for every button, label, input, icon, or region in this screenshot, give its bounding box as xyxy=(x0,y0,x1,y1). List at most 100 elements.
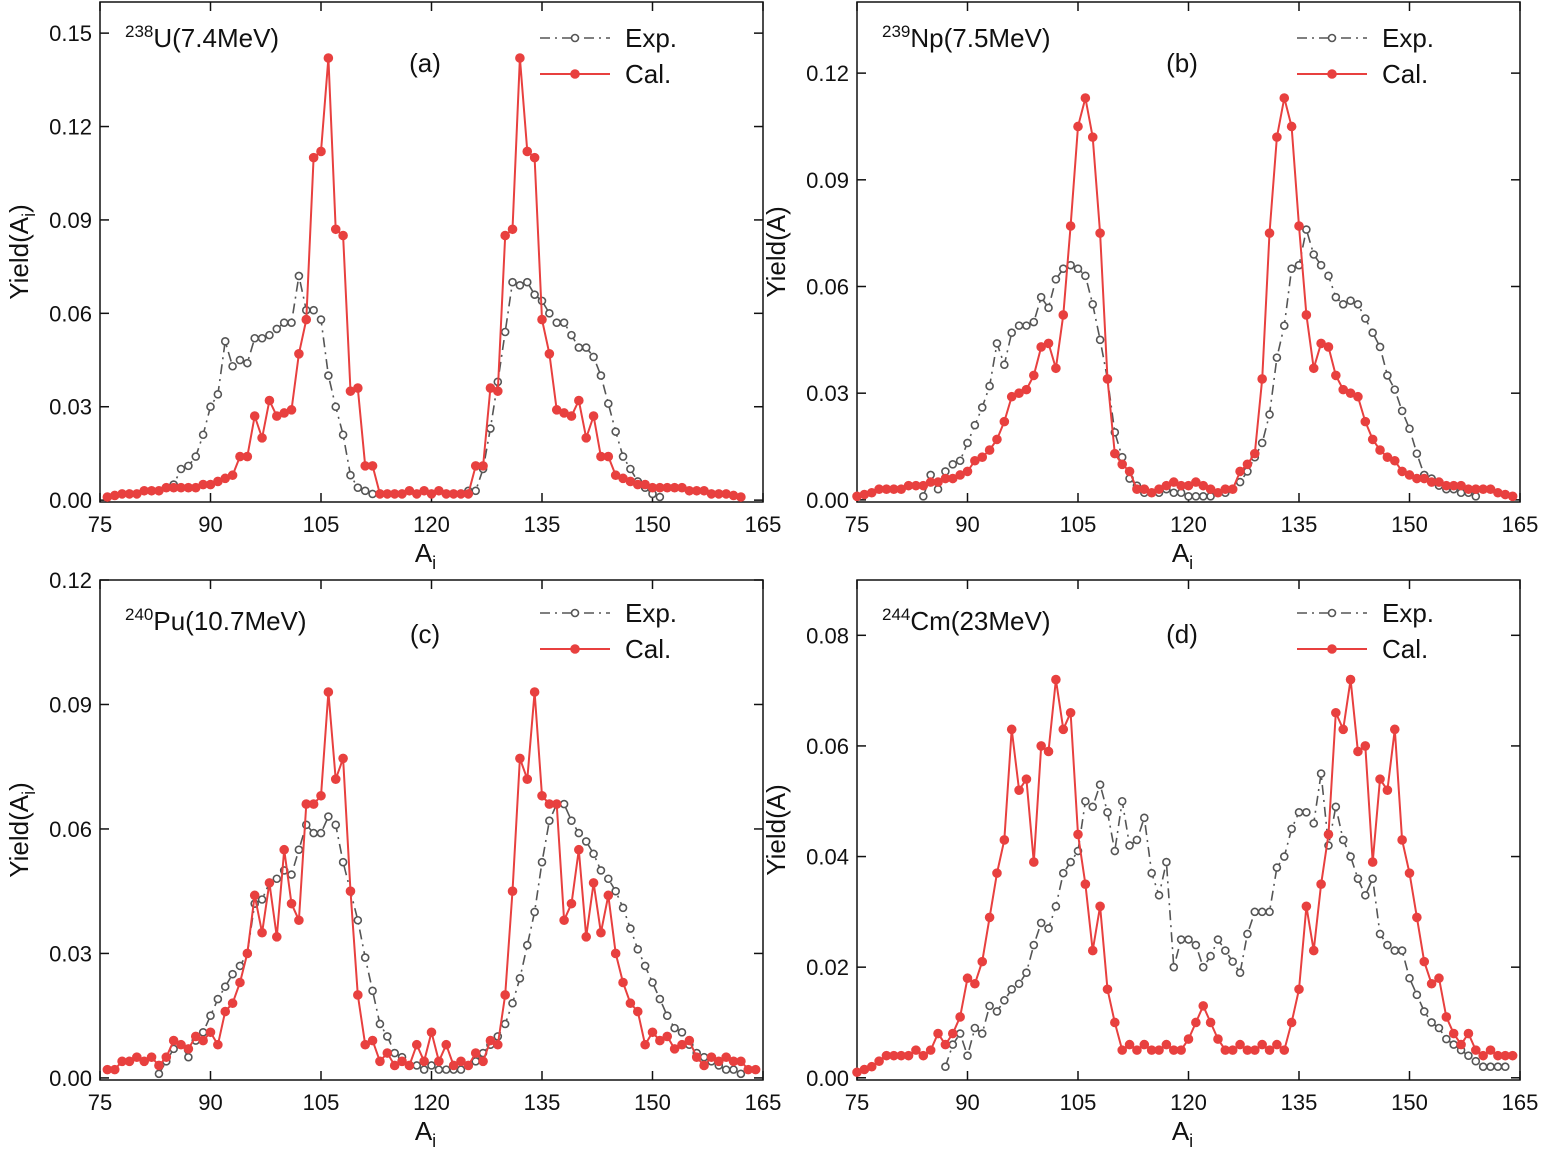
data-point xyxy=(918,480,929,491)
x-tick-label: 165 xyxy=(1502,1090,1539,1115)
data-point xyxy=(596,371,606,380)
data-point xyxy=(992,1007,1002,1016)
data-point xyxy=(367,461,378,471)
data-point xyxy=(227,998,238,1009)
data-point xyxy=(1316,879,1326,890)
data-point xyxy=(441,1039,452,1050)
y-tick-label: 0.06 xyxy=(49,817,92,842)
data-point xyxy=(1272,1039,1282,1050)
data-point xyxy=(1331,370,1341,381)
data-point xyxy=(257,927,267,938)
data-point xyxy=(1065,221,1076,231)
data-point xyxy=(537,857,547,867)
data-point xyxy=(977,956,988,967)
panel: 75 90 105 120 135 150 165 0.00 0.02 0.04 0.06 0.08 A… xyxy=(761,579,1539,1151)
data-point xyxy=(1243,929,1252,939)
data-point xyxy=(1117,796,1127,806)
data-point xyxy=(249,890,260,901)
y-tick-label: 0.06 xyxy=(806,274,849,299)
data-point xyxy=(257,433,267,443)
data-point xyxy=(492,386,503,396)
data-point xyxy=(478,1056,488,1067)
y-tick-label: 0.00 xyxy=(806,1066,849,1091)
data-point xyxy=(962,466,973,477)
data-point xyxy=(338,753,348,764)
legend-label: Exp. xyxy=(1382,598,1434,628)
data-point xyxy=(243,358,252,368)
data-point xyxy=(360,486,370,496)
data-point xyxy=(1007,328,1017,338)
data-point xyxy=(1095,228,1105,238)
y-axis-label-main: Yield(A) xyxy=(761,784,791,876)
data-point xyxy=(1265,907,1274,917)
data-point xyxy=(1419,473,1430,484)
data-point xyxy=(1463,1028,1474,1039)
y-tick-label: 0.00 xyxy=(49,1066,92,1091)
data-point xyxy=(1043,746,1054,757)
data-point xyxy=(1036,292,1046,302)
data-point xyxy=(279,844,289,855)
data-point xyxy=(1265,410,1274,419)
data-point xyxy=(1302,225,1311,234)
data-point xyxy=(463,1060,474,1071)
y-axis-label: Yield(A) xyxy=(761,784,791,876)
x-tick-label: 90 xyxy=(198,512,222,537)
data-point xyxy=(1368,328,1377,338)
data-point xyxy=(596,927,606,938)
data-point xyxy=(903,1050,914,1061)
panel: 75 90 105 120 135 150 165 0.00 0.03 0.06 0.09 0.12 0… xyxy=(4,1,781,573)
data-point xyxy=(1286,121,1297,132)
y-axis-label: Yield(Ai) xyxy=(4,782,39,878)
data-point xyxy=(1095,780,1105,789)
legend-marker xyxy=(570,644,580,654)
data-point xyxy=(1375,929,1385,939)
data-point xyxy=(264,878,275,888)
data-point xyxy=(1361,890,1370,900)
panel-label: (d) xyxy=(1166,619,1198,649)
data-point xyxy=(1478,1062,1488,1072)
data-point xyxy=(918,1050,929,1061)
y-tick-label: 0.09 xyxy=(806,168,849,193)
data-point xyxy=(1125,841,1134,850)
data-point xyxy=(324,812,333,821)
data-point xyxy=(1279,852,1289,861)
data-point xyxy=(1117,459,1127,470)
x-tick-label: 75 xyxy=(88,512,112,537)
data-point xyxy=(955,1029,965,1038)
data-point xyxy=(1338,724,1348,735)
data-point xyxy=(999,416,1010,427)
data-point xyxy=(545,816,554,825)
data-point xyxy=(721,1065,731,1074)
data-point xyxy=(1309,250,1319,259)
data-point xyxy=(508,277,517,287)
data-point xyxy=(1124,1039,1135,1050)
data-point xyxy=(1404,470,1415,480)
x-tick-label: 105 xyxy=(303,1090,340,1115)
data-point xyxy=(1228,957,1237,966)
data-point xyxy=(588,878,599,888)
data-point xyxy=(323,687,334,697)
y-tick-label: 0.00 xyxy=(49,488,92,513)
data-point xyxy=(1287,824,1296,834)
data-point xyxy=(537,314,547,325)
data-point xyxy=(1081,271,1090,281)
data-point xyxy=(1235,466,1245,477)
data-point xyxy=(1021,774,1032,784)
data-point xyxy=(1323,342,1334,352)
y-tick-label: 0.00 xyxy=(806,488,849,513)
data-point xyxy=(866,1061,877,1072)
data-point xyxy=(1161,480,1172,491)
data-point xyxy=(1161,1039,1172,1050)
data-point xyxy=(441,1065,451,1074)
x-axis-label-sub: i xyxy=(1189,1131,1193,1151)
data-point xyxy=(1412,990,1422,1000)
data-point xyxy=(330,224,341,235)
data-point xyxy=(1058,264,1068,274)
title-text: Np(7.5MeV) xyxy=(910,23,1050,53)
data-point xyxy=(1014,388,1024,398)
x-tick-label: 90 xyxy=(955,512,979,537)
data-point xyxy=(294,349,304,359)
data-point xyxy=(1183,480,1194,491)
data-point xyxy=(309,828,318,838)
data-point xyxy=(1102,374,1113,384)
